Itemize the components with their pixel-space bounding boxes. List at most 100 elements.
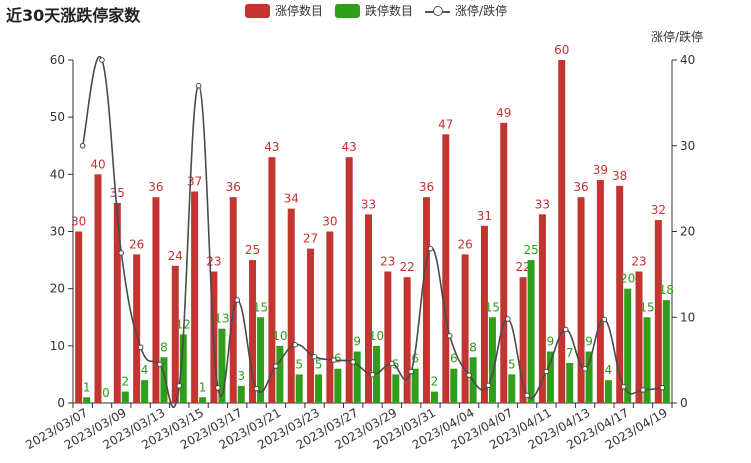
right-axis-tick-label: 40 — [680, 53, 695, 67]
data-label-limit-down: 6 — [450, 352, 458, 366]
data-label-limit-up: 30 — [71, 215, 86, 229]
data-label-limit-up: 32 — [651, 203, 666, 217]
point-ratio — [485, 382, 492, 389]
bar-limit-up — [133, 254, 141, 403]
data-label-limit-up: 30 — [322, 215, 337, 229]
bar-limit-down — [508, 374, 516, 403]
point-ratio — [79, 142, 86, 149]
legend-item-ratio[interactable]: 涨停/跌停 — [425, 2, 507, 19]
data-label-limit-up: 24 — [168, 249, 183, 263]
point-ratio — [446, 333, 453, 339]
point-ratio — [408, 368, 414, 375]
point-ratio — [466, 372, 472, 378]
point-ratio — [582, 365, 588, 372]
bar-limit-up — [249, 260, 257, 403]
right-axis-tick-label: 30 — [680, 139, 695, 153]
point-ratio — [215, 385, 221, 391]
point-ratio — [640, 387, 646, 393]
data-label-limit-down: 9 — [353, 335, 361, 349]
point-ratio — [389, 360, 395, 367]
legend-swatch-limit-down — [335, 3, 361, 18]
bar-limit-up — [596, 180, 604, 403]
bar-limit-down — [276, 345, 284, 403]
chart-title: 近30天涨跌停家数 — [6, 6, 141, 25]
data-label-limit-down: 8 — [469, 340, 477, 354]
left-axis-tick-label: 10 — [50, 339, 65, 353]
point-ratio — [273, 363, 279, 369]
bar-limit-up — [500, 122, 508, 403]
data-label-limit-down: 3 — [237, 369, 245, 383]
data-label-limit-down: 4 — [141, 363, 149, 377]
data-label-limit-down: 2 — [431, 375, 439, 389]
right-axis-tick-label: 10 — [680, 310, 695, 324]
point-ratio — [253, 385, 260, 392]
point-ratio — [292, 341, 299, 348]
left-axis-tick-label: 60 — [50, 53, 65, 67]
data-label-limit-up: 25 — [245, 243, 260, 257]
data-label-limit-up: 23 — [380, 255, 395, 269]
data-label-limit-up: 39 — [593, 163, 608, 177]
bar-limit-up — [113, 202, 121, 403]
bar-limit-up — [480, 225, 488, 403]
data-label-limit-down: 1 — [83, 380, 91, 394]
bar-limit-up — [654, 220, 662, 403]
data-label-limit-up: 23 — [631, 255, 646, 269]
point-ratio — [601, 316, 608, 323]
point-ratio — [350, 359, 356, 365]
bar-limit-up — [191, 191, 199, 403]
bar-limit-up — [268, 157, 276, 403]
point-ratio — [427, 245, 434, 252]
bar-limit-up — [94, 174, 102, 403]
bar-limit-up — [345, 157, 353, 403]
bar-limit-down — [546, 351, 554, 403]
data-label-limit-down: 20 — [620, 272, 635, 286]
data-label-limit-down: 5 — [295, 357, 303, 371]
point-ratio — [504, 316, 511, 322]
data-label-limit-down: 1 — [199, 380, 207, 394]
legend-label-limit-down: 跌停数目 — [365, 4, 414, 18]
data-label-limit-up: 27 — [303, 232, 318, 246]
bar-limit-down — [179, 334, 187, 403]
legend-item-limit-down[interactable]: 跌停数目 — [335, 2, 413, 19]
data-label-limit-down: 18 — [659, 283, 674, 297]
data-label-limit-down: 2 — [121, 375, 129, 389]
left-axis-tick-label: 30 — [50, 225, 65, 239]
data-label-limit-up: 38 — [612, 169, 627, 183]
data-label-limit-up: 31 — [477, 209, 492, 223]
bar-limit-down — [315, 374, 323, 403]
right-axis-tick-label: 0 — [680, 396, 688, 410]
bar-limit-down — [334, 368, 342, 403]
data-label-limit-down: 5 — [315, 357, 323, 371]
data-label-limit-up: 43 — [342, 140, 357, 154]
data-label-limit-down: 8 — [160, 340, 168, 354]
left-axis-tick-label: 50 — [50, 110, 65, 124]
data-label-limit-down: 15 — [253, 300, 268, 314]
bar-limit-up — [616, 185, 624, 403]
bar-limit-down — [527, 260, 535, 403]
bar-limit-down — [83, 397, 91, 403]
legend-label-limit-up: 涨停数目 — [275, 4, 324, 18]
data-label-limit-up: 33 — [361, 197, 376, 211]
data-label-limit-up: 36 — [419, 180, 434, 194]
point-ratio — [99, 57, 105, 63]
legend-swatch-ratio-line — [425, 4, 451, 18]
bar-limit-down — [237, 385, 245, 403]
data-label-limit-down: 5 — [508, 357, 516, 371]
data-label-limit-up: 26 — [129, 237, 144, 251]
bar-limit-down — [392, 374, 400, 403]
bar-limit-down — [257, 317, 265, 403]
data-label-limit-up: 36 — [148, 180, 163, 194]
data-label-limit-up: 33 — [535, 197, 550, 211]
point-ratio — [562, 326, 569, 333]
bar-limit-up — [422, 197, 430, 403]
point-ratio — [118, 250, 125, 256]
bar-limit-down — [450, 368, 458, 403]
data-label-limit-up: 35 — [110, 186, 125, 200]
point-ratio — [311, 353, 318, 360]
bar-limit-down — [488, 317, 496, 403]
point-ratio — [195, 82, 202, 89]
legend-item-limit-up[interactable]: 涨停数目 — [245, 2, 323, 19]
point-ratio — [543, 368, 550, 375]
bar-limit-up — [384, 271, 392, 403]
